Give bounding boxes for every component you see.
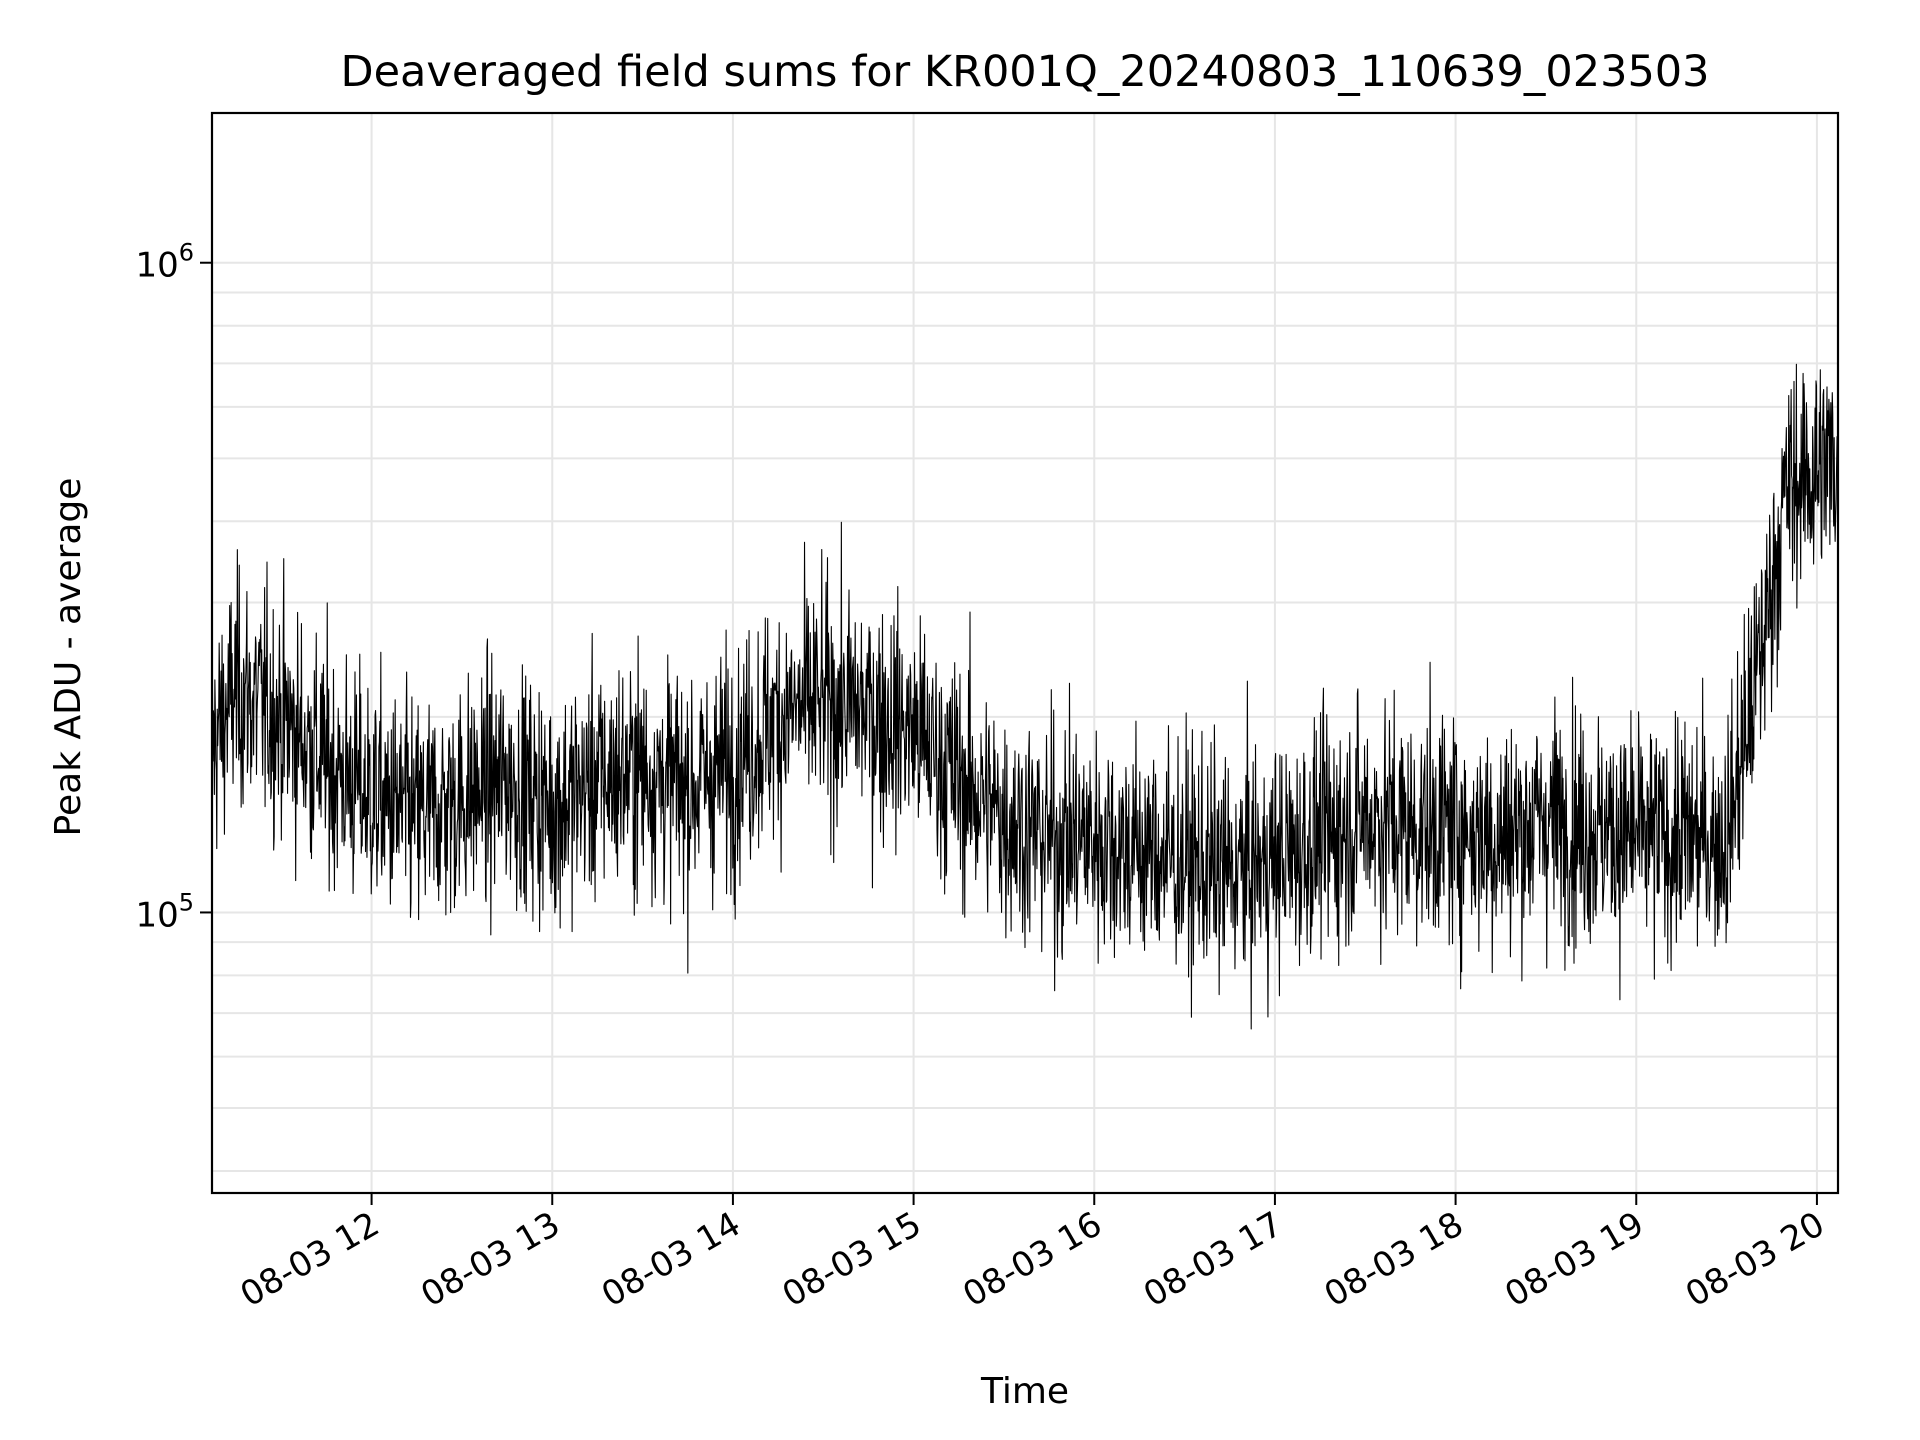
x-axis-label: Time xyxy=(980,1371,1069,1412)
y-tick-label: 106 xyxy=(135,239,194,286)
chart-title: Deaveraged field sums for KR001Q_2024080… xyxy=(340,47,1709,97)
plot-frame xyxy=(210,111,1840,1195)
y-tick-label: 105 xyxy=(135,888,194,935)
y-axis-label: Peak ADU - average xyxy=(48,478,89,837)
series-line-0 xyxy=(211,363,1839,1030)
y-axis-ticks: 105 106 xyxy=(135,239,212,935)
series-layer xyxy=(211,363,1839,1030)
